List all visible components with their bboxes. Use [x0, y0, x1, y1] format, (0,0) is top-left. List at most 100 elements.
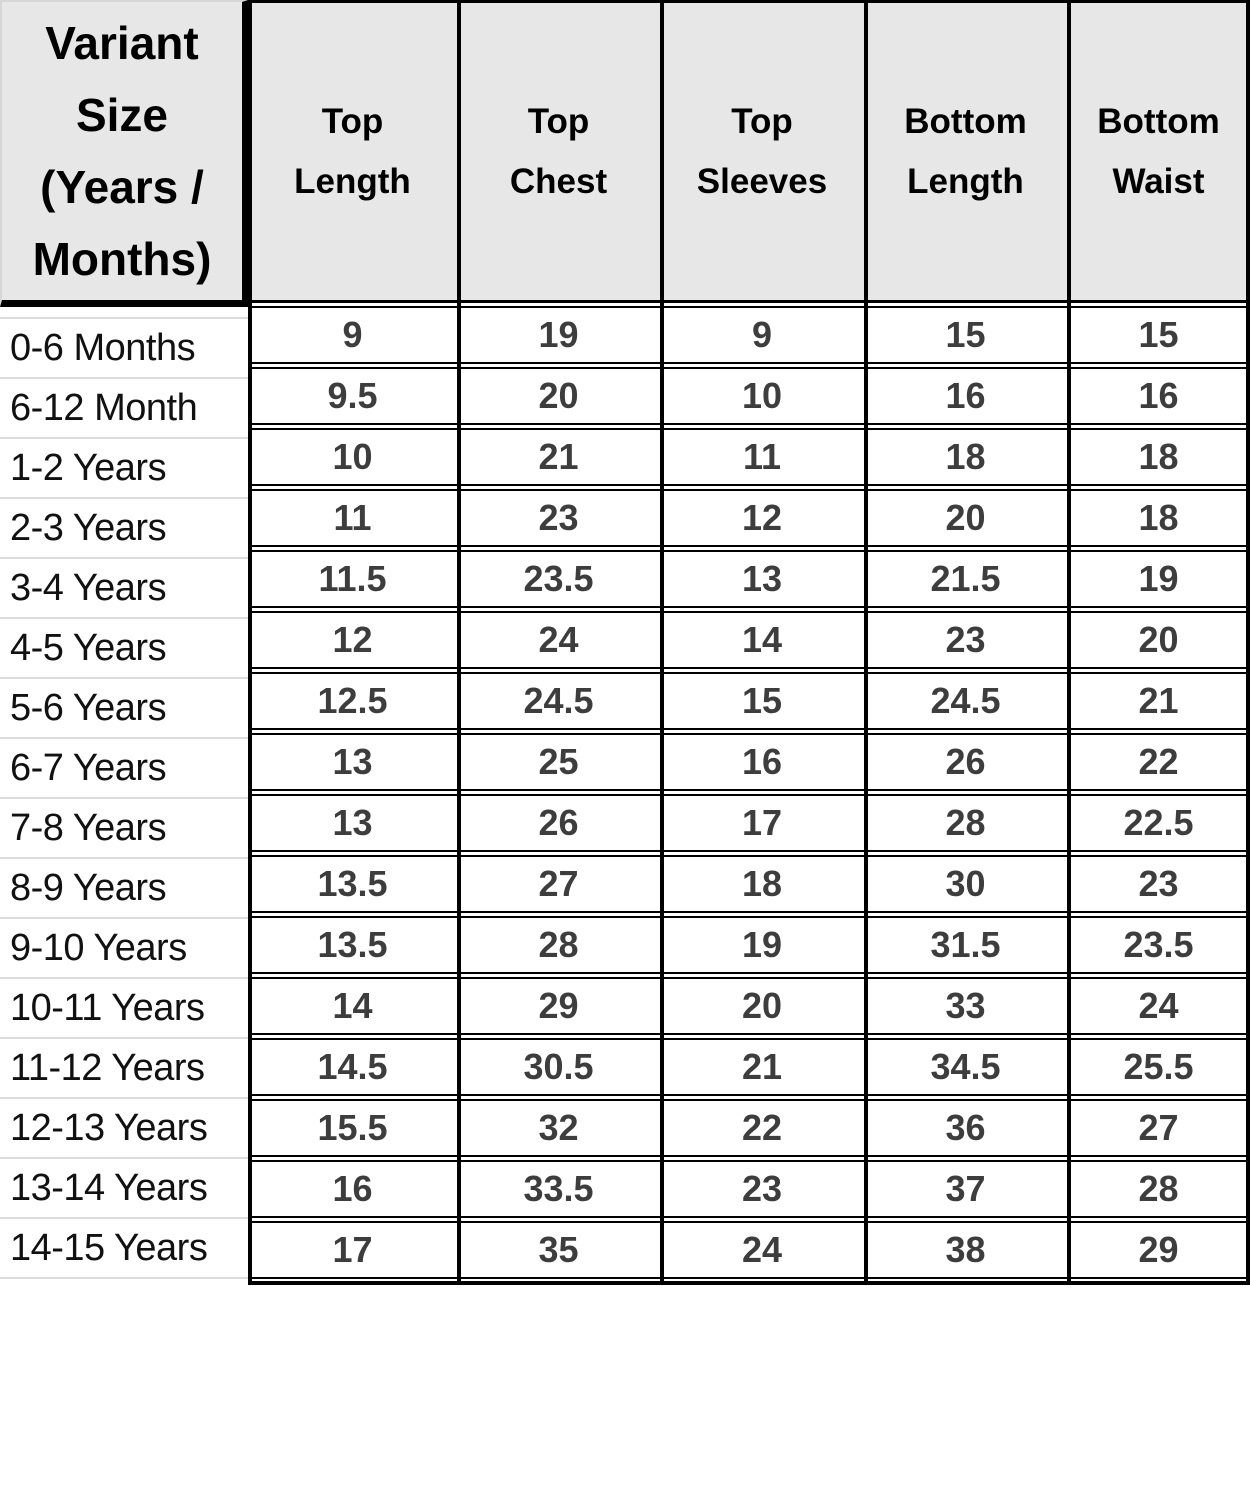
measurements-area: Top Length Top Chest Top Sleeves Bottom Len… [248, 0, 1250, 1285]
value-cell: 25 [457, 733, 660, 791]
value-cell: 11 [660, 428, 864, 486]
value-cell: 12 [660, 489, 864, 547]
row-label: 7-8 Years [0, 799, 248, 859]
row-label: 11-12 Years [0, 1039, 248, 1099]
value-cell: 9 [660, 306, 864, 364]
value-cell: 23 [457, 489, 660, 547]
value-cell: 14.5 [248, 1038, 457, 1096]
value-cell: 15 [660, 672, 864, 730]
value-cell: 35 [457, 1221, 660, 1279]
value-cell: 24 [457, 611, 660, 669]
value-cell: 38 [864, 1221, 1067, 1279]
value-cell: 21 [1067, 672, 1250, 730]
value-cell: 14 [248, 977, 457, 1035]
value-cell: 20 [1067, 611, 1250, 669]
value-cell: 9 [248, 306, 457, 364]
value-cell: 13 [660, 550, 864, 608]
row-label: 4-5 Years [0, 619, 248, 679]
value-cell: 24.5 [457, 672, 660, 730]
value-cell: 27 [457, 855, 660, 913]
row-label: 10-11 Years [0, 979, 248, 1039]
value-cell: 16 [864, 367, 1067, 425]
grid-vline [1246, 0, 1250, 1285]
value-cell: 12.5 [248, 672, 457, 730]
value-cell: 11.5 [248, 550, 457, 608]
value-cell: 16 [660, 733, 864, 791]
value-cell: 22 [1067, 733, 1250, 791]
value-cell: 13.5 [248, 855, 457, 913]
value-cell: 17 [248, 1221, 457, 1279]
value-cell: 17 [660, 794, 864, 852]
value-cell: 14 [660, 611, 864, 669]
column-header-top-length: Top Length [248, 0, 457, 303]
row-label: 3-4 Years [0, 559, 248, 619]
value-cell: 10 [248, 428, 457, 486]
value-cell: 20 [660, 977, 864, 1035]
value-cell: 31.5 [864, 916, 1067, 974]
value-cell: 19 [660, 916, 864, 974]
row-label: 5-6 Years [0, 679, 248, 739]
value-cell: 37 [864, 1160, 1067, 1218]
value-cell: 24.5 [864, 672, 1067, 730]
value-cell: 21 [660, 1038, 864, 1096]
value-cell: 13 [248, 794, 457, 852]
column-header-top-chest: Top Chest [457, 0, 660, 303]
value-cell: 15 [1067, 306, 1250, 364]
column-header-top-sleeves: Top Sleeves [660, 0, 864, 303]
value-cell: 29 [457, 977, 660, 1035]
value-cell: 20 [457, 367, 660, 425]
row-label: 2-3 Years [0, 499, 248, 559]
value-cell: 13 [248, 733, 457, 791]
value-cell: 18 [864, 428, 1067, 486]
row-label: 6-12 Month [0, 379, 248, 439]
value-cell: 21 [457, 428, 660, 486]
column-header-bottom-waist: Bottom Waist [1067, 0, 1250, 303]
corner-header-variant-size: Variant Size (Years / Months) [0, 0, 248, 307]
value-cell: 36 [864, 1099, 1067, 1157]
value-cell: 18 [1067, 428, 1250, 486]
column-header-bottom-length: Bottom Length [864, 0, 1067, 303]
value-cell: 21.5 [864, 550, 1067, 608]
value-cell: 13.5 [248, 916, 457, 974]
value-cell: 30 [864, 855, 1067, 913]
value-cell: 26 [864, 733, 1067, 791]
value-cell: 19 [457, 306, 660, 364]
value-cell: 19 [1067, 550, 1250, 608]
value-cell: 23 [1067, 855, 1250, 913]
value-cell: 15.5 [248, 1099, 457, 1157]
value-cell: 15 [864, 306, 1067, 364]
value-cell: 20 [864, 489, 1067, 547]
value-cell: 23.5 [457, 550, 660, 608]
grid-vline [864, 0, 868, 1285]
value-cell: 24 [1067, 977, 1250, 1035]
row-label: 8-9 Years [0, 859, 248, 919]
value-cell: 27 [1067, 1099, 1250, 1157]
value-cell: 26 [457, 794, 660, 852]
value-cell: 18 [1067, 489, 1250, 547]
value-cell: 12 [248, 611, 457, 669]
value-cell: 33 [864, 977, 1067, 1035]
value-cell: 32 [457, 1099, 660, 1157]
value-cell: 22.5 [1067, 794, 1250, 852]
value-cell: 28 [864, 794, 1067, 852]
row-label: 0-6 Months [0, 319, 248, 379]
row-label: 1-2 Years [0, 439, 248, 499]
value-cell: 34.5 [864, 1038, 1067, 1096]
value-cell: 33.5 [457, 1160, 660, 1218]
grid-vline [248, 0, 252, 1285]
value-cell: 23.5 [1067, 916, 1250, 974]
row-label: 12-13 Years [0, 1099, 248, 1159]
row-label: 14-15 Years [0, 1219, 248, 1279]
value-cell: 16 [1067, 367, 1250, 425]
value-cell: 23 [660, 1160, 864, 1218]
value-cell: 16 [248, 1160, 457, 1218]
row-label: 6-7 Years [0, 739, 248, 799]
value-cell: 18 [660, 855, 864, 913]
value-cell: 9.5 [248, 367, 457, 425]
row-label: 13-14 Years [0, 1159, 248, 1219]
row-label: 9-10 Years [0, 919, 248, 979]
value-cell: 11 [248, 489, 457, 547]
value-cell: 22 [660, 1099, 864, 1157]
value-cell: 29 [1067, 1221, 1250, 1279]
